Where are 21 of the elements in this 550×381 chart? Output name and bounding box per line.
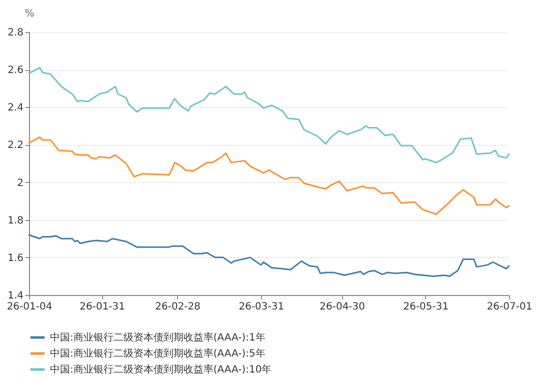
x-tick-label: 26-01-31 <box>80 302 126 312</box>
y-tick-label: 2 <box>17 178 24 189</box>
y-tick-label: 1.8 <box>8 215 24 226</box>
y-tick-label: 2.4 <box>8 102 24 114</box>
y-tick-label: 2.2 <box>8 140 24 152</box>
y-tick-label: 1.6 <box>8 252 24 264</box>
x-tick-label: 26-04-30 <box>320 302 366 312</box>
y-tick-label: 2.8 <box>8 28 24 38</box>
y-axis-title: % <box>24 8 34 20</box>
x-tick-label: 26-05-31 <box>403 302 449 312</box>
line-series <box>28 234 510 277</box>
x-tick-label: 26-03-31 <box>238 302 284 312</box>
x-tick-label: 26-07-01 <box>486 302 532 312</box>
x-tick-label: 26-02-28 <box>155 302 201 312</box>
legend-label: 中国:商业银行二级资本债到期收益率(AAA-):10年 <box>50 364 272 376</box>
y-tick-label: 2.6 <box>8 65 24 76</box>
y-tick-label: 1.4 <box>8 290 24 302</box>
line-series <box>28 66 510 164</box>
legend-label: 中国:商业银行二级资本债到期收益率(AAA-):5年 <box>50 348 266 360</box>
legend-label: 中国:商业银行二级资本债到期收益率(AAA-):1年 <box>50 332 266 344</box>
x-tick-label: 26-01-04 <box>6 302 52 312</box>
